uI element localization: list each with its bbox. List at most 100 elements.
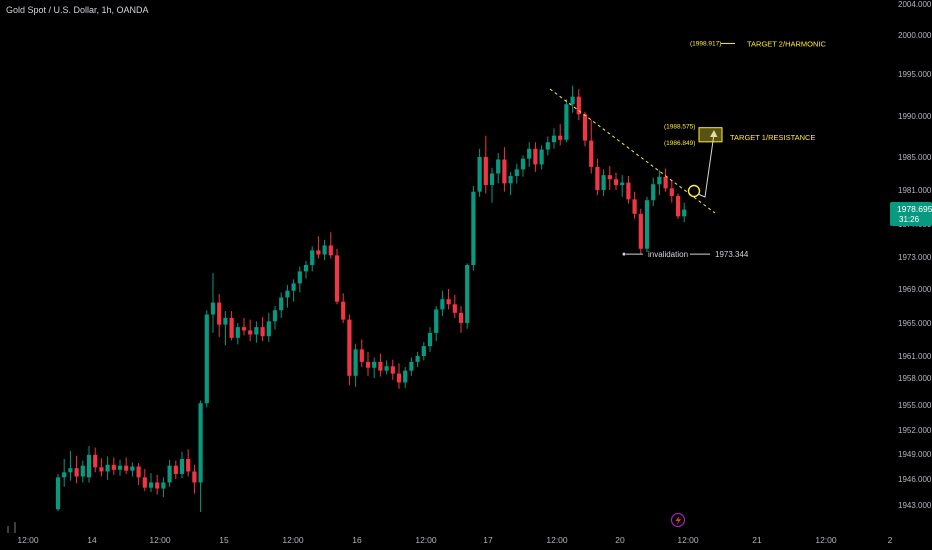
lightning-icon[interactable] [670, 512, 686, 528]
candle [477, 148, 482, 197]
trendline[interactable] [549, 88, 716, 214]
candle [142, 469, 147, 492]
candle [105, 456, 110, 480]
candle [409, 357, 414, 376]
time-tick-label: 12:00 [149, 535, 171, 545]
candle [136, 463, 141, 486]
candle [167, 459, 172, 487]
candle [520, 155, 526, 177]
time-tick-label: 12:00 [815, 535, 837, 545]
candle [434, 306, 439, 342]
candle [613, 172, 619, 190]
target1-low-label: (1986.849) [664, 140, 695, 147]
price-tick-label: 1981.000 [898, 186, 932, 195]
candle [260, 317, 265, 342]
scroll-indicator[interactable] [7, 522, 16, 533]
candle [663, 168, 668, 192]
candle [359, 339, 364, 367]
candle [682, 202, 687, 223]
candle [62, 459, 67, 487]
symbol-title[interactable]: Gold Spot / U.S. Dollar, 1h, OANDA [6, 5, 149, 15]
candle [130, 462, 135, 477]
candle [378, 353, 383, 377]
target1-high-label: (1988.575) [664, 124, 695, 131]
candle [465, 263, 470, 329]
candle [514, 163, 519, 184]
time-axis[interactable]: 12:00 14 12:00 15 12:00 16 12:00 17 12:00 20 12:00… [17, 535, 892, 545]
price-tick-label: 2004.000 [898, 0, 932, 9]
candle [638, 208, 643, 254]
candle [496, 152, 501, 184]
candle [148, 473, 154, 492]
candle [390, 359, 395, 380]
price-tick-label: 1949.000 [898, 450, 932, 459]
candle [229, 311, 234, 341]
candle [341, 293, 346, 323]
time-tick-label: 21 [752, 535, 762, 545]
time-tick-label: 12:00 [677, 535, 699, 545]
time-tick-label: 15 [219, 535, 229, 545]
candle [204, 310, 209, 408]
candle [551, 128, 557, 149]
candle [403, 367, 408, 388]
price-tick-label: 1955.000 [898, 401, 932, 410]
candle [589, 120, 594, 174]
candle [564, 99, 569, 143]
projection-path[interactable] [697, 133, 715, 198]
candle [217, 294, 222, 338]
candle [322, 239, 327, 261]
candle [124, 457, 129, 474]
candle [415, 351, 420, 367]
candle [279, 292, 284, 318]
candle [669, 180, 674, 203]
candle [291, 279, 296, 302]
candle [489, 167, 495, 203]
time-tick-label: 12:00 [546, 535, 568, 545]
candle [372, 357, 377, 378]
candle [111, 457, 116, 475]
price-tick-label: 1961.000 [898, 352, 932, 361]
price-axis[interactable]: 2004.000 2000.000 1995.000 1990.000 1985.000… [898, 0, 932, 510]
candle [570, 85, 575, 113]
candle [533, 142, 538, 172]
candle [99, 458, 104, 477]
candle [55, 474, 61, 512]
invalidation-price: 1973.344 [715, 250, 749, 259]
candle [86, 446, 92, 483]
time-tick-label: 12:00 [17, 535, 39, 545]
price-tick-label: 1943.000 [898, 501, 932, 510]
candle [483, 135, 488, 194]
price-tick-label: 1946.000 [898, 475, 932, 484]
candle [316, 236, 321, 259]
breakout-circle[interactable] [687, 184, 701, 198]
price-tick-label: 1995.000 [898, 70, 932, 79]
target1-zone[interactable] [698, 127, 723, 143]
candle [186, 449, 191, 477]
price-tick-label: 1990.000 [898, 112, 932, 121]
time-tick-label: 12:00 [415, 535, 437, 545]
candle [223, 311, 228, 346]
candle [626, 175, 631, 204]
candle [576, 89, 581, 121]
target2-label: TARGET 2/HARMONIC [747, 39, 826, 48]
candle [502, 147, 507, 192]
target1-label: TARGET 1/RESISTANCE [730, 133, 815, 142]
drawing-annotations: (1988.575) (1986.849) TARGET 1/RESISTANCE (… [549, 39, 826, 259]
candle [297, 266, 302, 293]
candle [254, 321, 259, 343]
candlestick-series [55, 85, 687, 512]
candle [595, 158, 600, 196]
candle [161, 477, 166, 498]
candle [68, 450, 73, 481]
candle [192, 464, 197, 494]
target2-price-label: (1998.917) [690, 40, 721, 47]
price-tick-label: 1958.000 [898, 374, 932, 383]
candle [93, 447, 98, 473]
candle [452, 294, 457, 318]
price-tick-label: 1985.000 [898, 153, 932, 162]
last-price-box: 1978.695 31:26 [890, 202, 932, 226]
candle [353, 343, 358, 387]
candle [384, 360, 389, 375]
time-tick-label: 17 [483, 535, 493, 545]
